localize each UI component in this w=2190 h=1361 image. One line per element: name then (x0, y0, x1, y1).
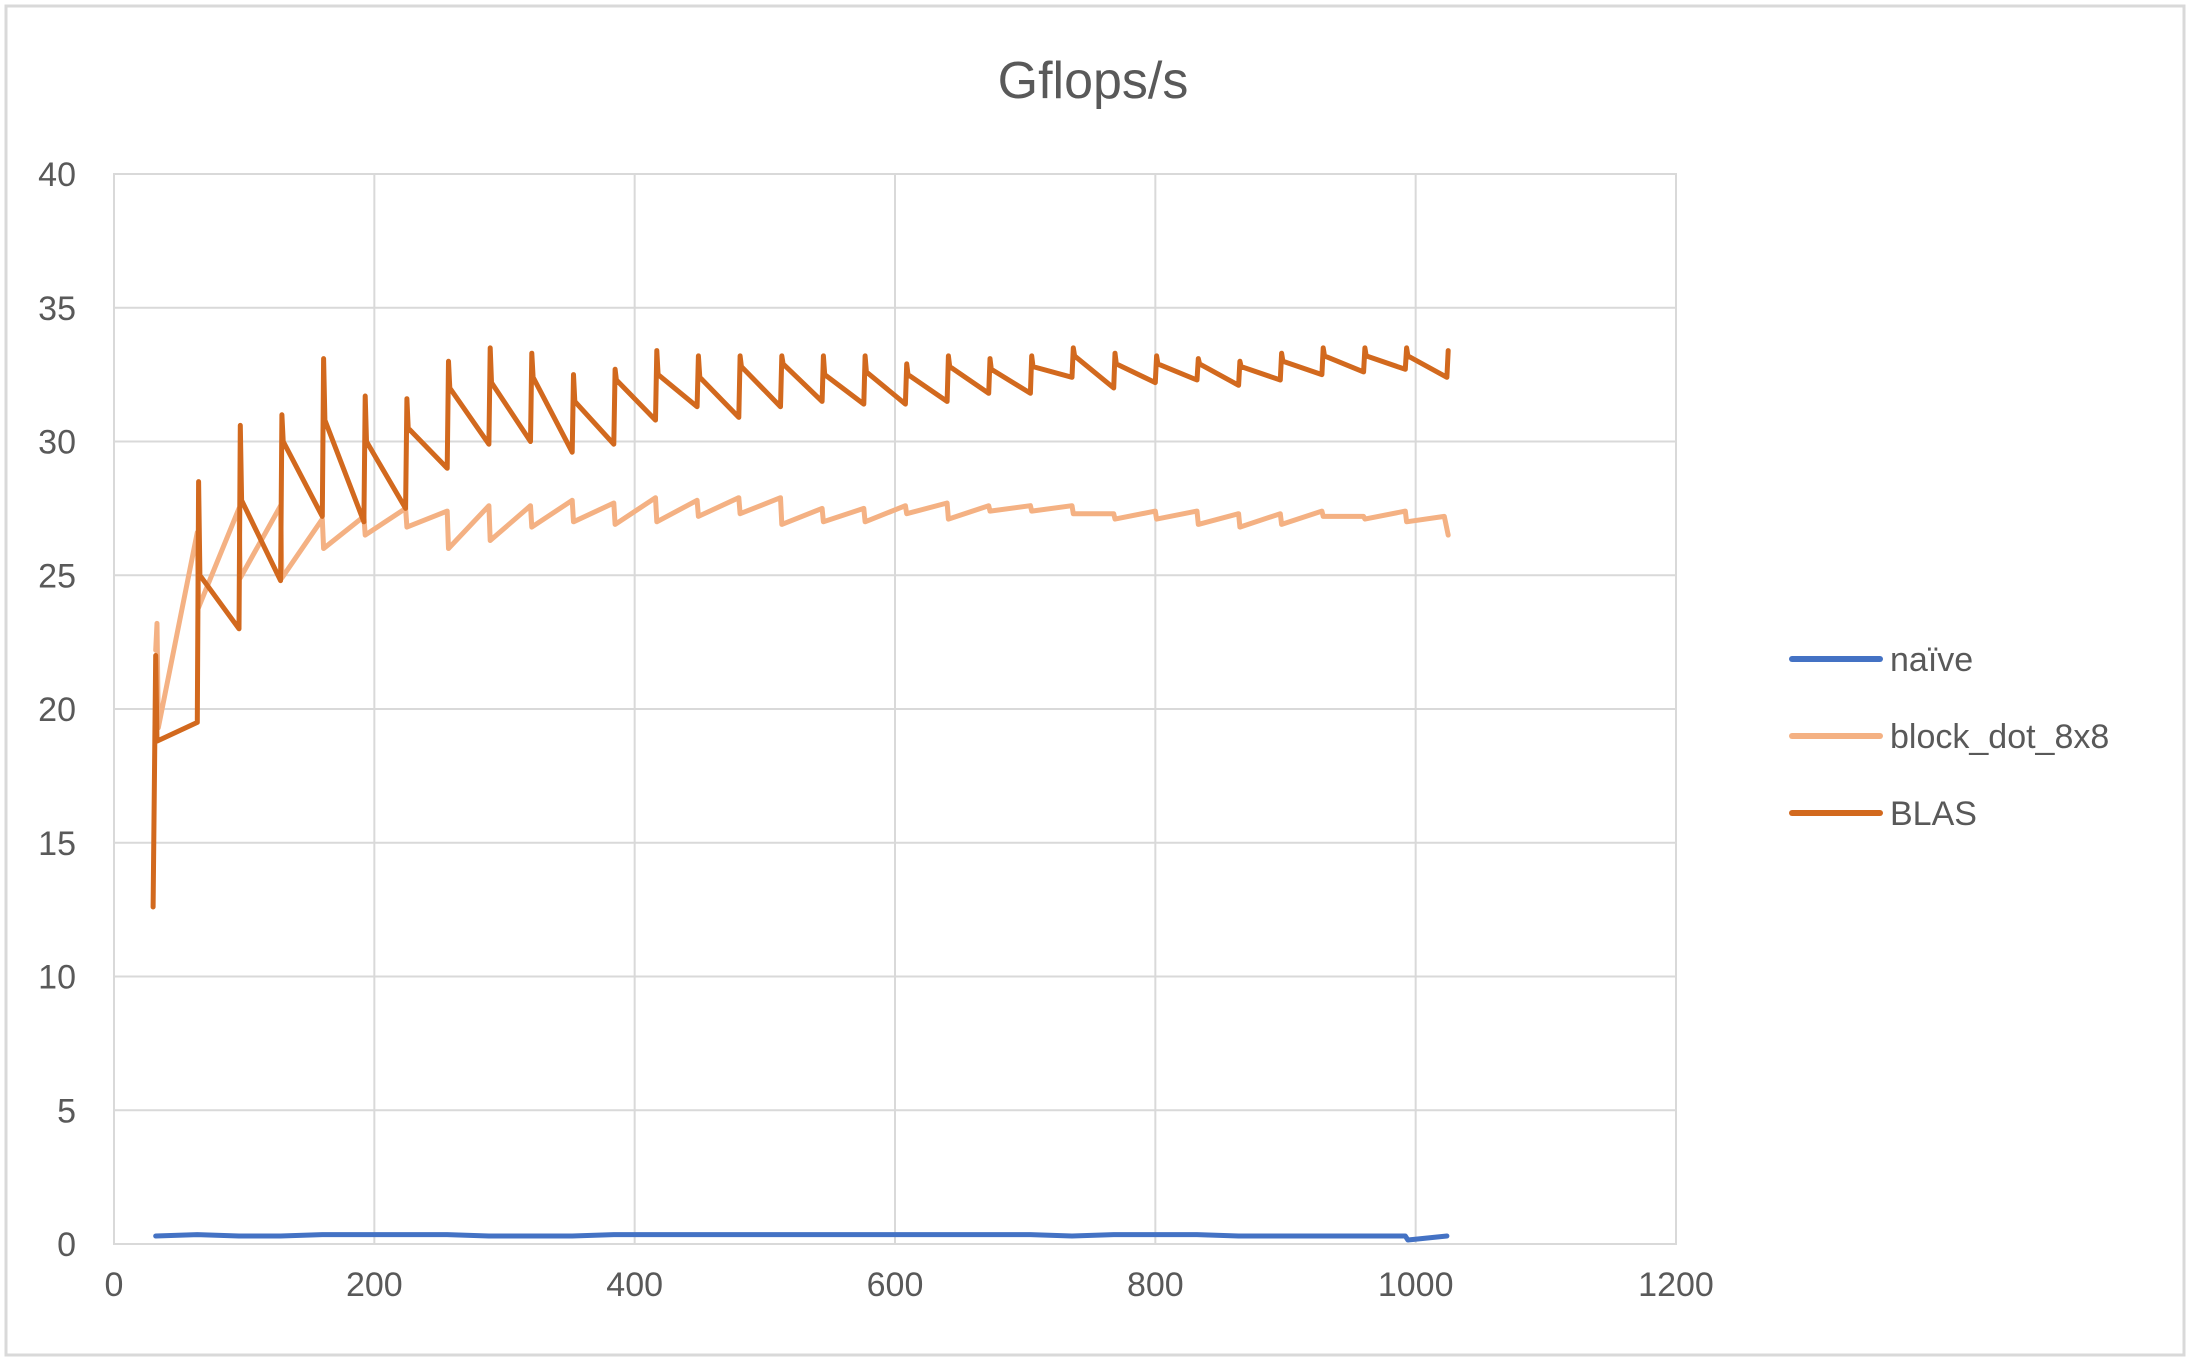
y-tick-label: 15 (38, 825, 76, 863)
series-lines (150, 345, 1451, 1243)
x-tick-label: 800 (1127, 1266, 1184, 1304)
y-tick-label: 25 (38, 557, 76, 595)
gridlines (113, 173, 1677, 1245)
plot-area (113, 173, 1677, 1245)
x-tick-label: 600 (867, 1266, 924, 1304)
chart-frame (4, 4, 2186, 1357)
x-tick-label: 1000 (1378, 1266, 1454, 1304)
x-tick-label: 0 (105, 1266, 124, 1304)
legend-label: BLAS (1890, 795, 1977, 833)
y-tick-label: 0 (57, 1226, 76, 1264)
series-line-blas (150, 345, 1451, 910)
y-tick-label: 30 (38, 424, 76, 462)
y-tick-label: 35 (38, 290, 76, 328)
x-tick-label: 400 (606, 1266, 663, 1304)
series-line-block-dot-8x8 (153, 495, 1451, 731)
y-tick-label: 20 (38, 691, 76, 729)
y-tick-label: 10 (38, 959, 76, 997)
x-tick-label: 1200 (1638, 1266, 1714, 1304)
legend: naïve block_dot_8x8 BLAS (1789, 641, 2109, 833)
y-tick-label: 5 (57, 1092, 76, 1130)
x-tick-label: 200 (346, 1266, 403, 1304)
y-tick-label: 40 (38, 156, 76, 194)
legend-label: block_dot_8x8 (1890, 718, 2109, 756)
series-line-na-ve (153, 1232, 1450, 1243)
legend-label: naïve (1890, 641, 1973, 679)
chart-title: Gflops/s (998, 52, 1189, 110)
